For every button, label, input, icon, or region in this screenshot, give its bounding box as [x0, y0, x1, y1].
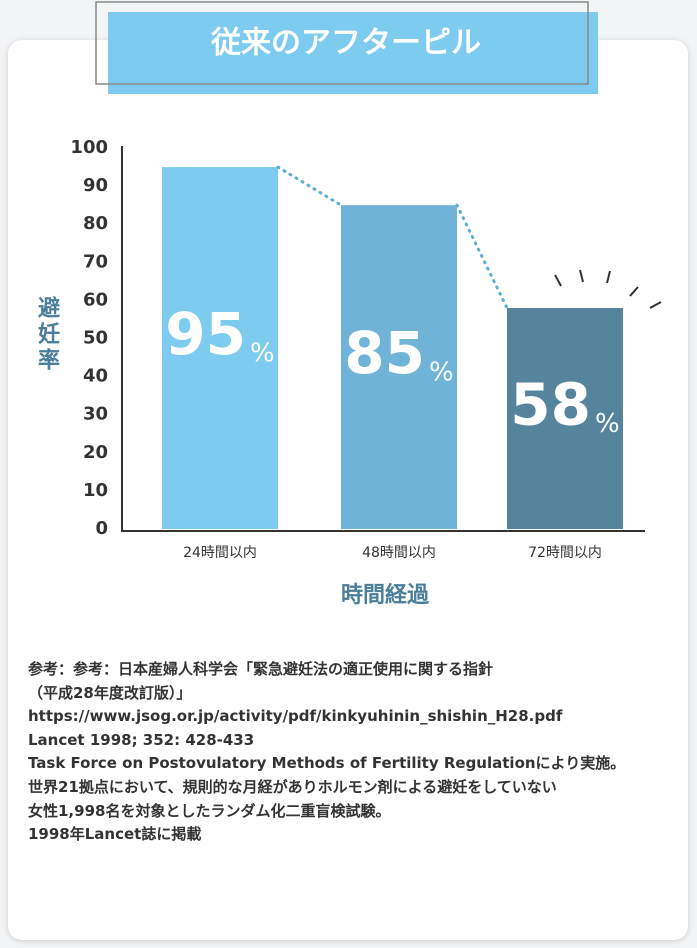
y-tick-label: 100: [70, 137, 108, 158]
note-line: 参考：参考：日本産婦人科学会「緊急避妊法の適正使用に関する指針: [28, 660, 494, 678]
value-label: 58: [510, 371, 591, 439]
title-banner: [108, 12, 598, 94]
value-label: 85: [344, 319, 425, 387]
note-line: Task Force on Postovulatory Methods of F…: [28, 754, 626, 773]
y-tick-label: 50: [83, 328, 108, 349]
burst: [554, 269, 662, 309]
x-tick-label: 48時間以内: [362, 545, 436, 561]
x-tick-label: 24時間以内: [183, 545, 257, 561]
y-tick-label: 40: [83, 366, 108, 387]
value-unit: %: [595, 409, 620, 439]
note-line: Lancet 1998; 352: 428-433: [28, 730, 255, 749]
bar: [507, 308, 623, 529]
x-axis-label: 時間経過: [341, 582, 430, 608]
connector: [455, 203, 509, 310]
bar: [341, 205, 457, 529]
y-tick-label: 10: [83, 480, 108, 501]
y-tick-label: 30: [83, 404, 108, 425]
note-line: 世界21拠点において、規則的な月経がありホルモン剤による避妊をしていない: [28, 777, 557, 796]
note-line: 1998年Lancet誌に掲載: [28, 825, 202, 844]
y-axis-label: 避妊率: [34, 295, 60, 374]
value-unit: %: [250, 339, 275, 369]
y-tick-label: 70: [83, 251, 108, 272]
value-unit: %: [429, 358, 454, 388]
value-label: 95: [165, 300, 246, 368]
note-line: 女性1,998名を対象としたランダム化二重盲検試験。: [28, 801, 391, 820]
title-frame: [95, 1, 589, 85]
y-tick-label: 80: [83, 213, 108, 234]
note-line: （平成28年度改訂版）」: [28, 683, 192, 702]
notes: 参考：参考：日本産婦人科学会「緊急避妊法の適正使用に関する指針 （平成28年度改訂…: [28, 658, 625, 847]
y-tick-label: 60: [83, 289, 108, 310]
chart-title: 従来のアフターピル: [210, 26, 481, 61]
connector: [276, 165, 343, 207]
bar: [162, 167, 278, 530]
y-tick-label: 20: [83, 442, 108, 463]
y-tick-label: 0: [95, 518, 108, 539]
note-line: https://www.jsog.or.jp/activity/pdf/kink…: [28, 707, 563, 726]
y-tick-label: 90: [83, 175, 108, 196]
x-tick-label: 72時間以内: [528, 545, 602, 561]
